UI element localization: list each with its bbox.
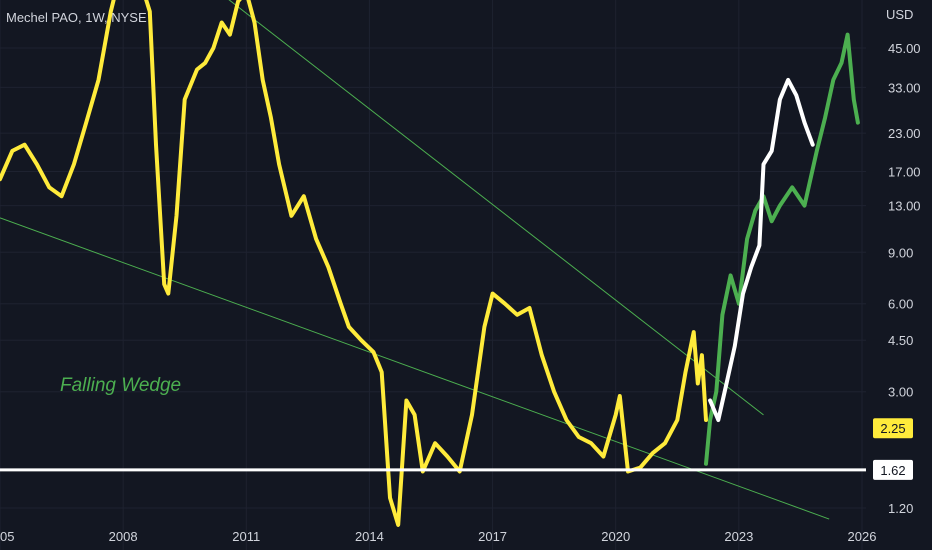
price-series-1 <box>704 32 860 466</box>
y-tick-label: 4.50 <box>888 333 913 348</box>
price-label-box-0 <box>873 418 913 439</box>
y-tick-label: 23.00 <box>888 126 921 141</box>
price-series-0 <box>0 0 708 527</box>
y-tick-label: 3.00 <box>888 385 913 400</box>
price-label-box-1 <box>873 459 913 480</box>
y-tick-label: 13.00 <box>888 199 921 214</box>
y-tick-label: 45.00 <box>888 41 921 56</box>
y-axis: 45.00 33.00 23.00 17.00 13.00 9.00 6.00 4.50 3.0… <box>888 41 921 516</box>
y-tick-label: 9.00 <box>888 245 913 260</box>
y-tick-label: 33.00 <box>888 80 921 95</box>
x-tick-label: 2014 <box>355 529 384 544</box>
price-series-2 <box>708 77 815 422</box>
price-label-text: 1.62 <box>880 463 905 478</box>
x-tick-label: 2008 <box>109 529 138 544</box>
x-tick-label: 2023 <box>724 529 753 544</box>
price-series-layer <box>0 0 860 527</box>
price-labels: 2.25 1.62 <box>873 418 913 480</box>
price-label-text: 2.25 <box>880 421 905 436</box>
y-tick-label: 1.20 <box>888 501 913 516</box>
chart-grid <box>0 0 866 550</box>
currency-label: USD <box>886 7 913 22</box>
x-tick-label: 2017 <box>478 529 507 544</box>
y-tick-label: 6.00 <box>888 297 913 312</box>
x-tick-label: 2020 <box>601 529 630 544</box>
chart-title: Mechel PAO, 1W, NYSE <box>6 10 147 25</box>
trendline-1 <box>0 217 830 520</box>
y-tick-label: 17.00 <box>888 165 921 180</box>
x-tick-label: 2011 <box>232 529 260 544</box>
x-tick-label: 2026 <box>848 529 877 544</box>
pattern-annotation: Falling Wedge <box>60 375 181 396</box>
trendline-0 <box>228 0 764 416</box>
trendline-layer <box>0 0 830 520</box>
